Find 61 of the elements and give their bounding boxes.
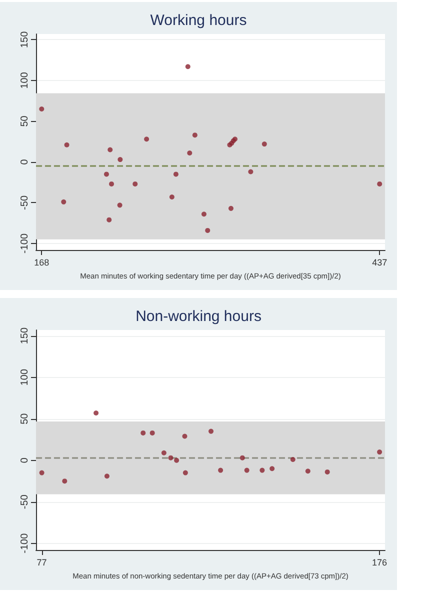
point: [208, 428, 214, 434]
point: [377, 450, 382, 455]
point: [39, 106, 44, 112]
point: [228, 206, 234, 211]
point: [201, 212, 206, 217]
x-tick-label: 77: [36, 558, 47, 568]
point: [62, 478, 68, 484]
point: [377, 181, 382, 186]
chart-title: Non-working hours: [136, 308, 262, 325]
point: [244, 468, 250, 473]
point: [182, 470, 188, 476]
y-tick-label: 0: [20, 457, 30, 464]
point: [118, 157, 123, 162]
point: [144, 136, 150, 142]
point: [169, 194, 174, 200]
point: [174, 458, 180, 463]
point: [61, 199, 66, 204]
point: [132, 181, 138, 186]
point: [262, 142, 267, 147]
y-tick-label: -50: [20, 494, 30, 510]
point: [104, 474, 110, 479]
point: [117, 202, 122, 208]
point: [324, 469, 330, 474]
y-tick-label: 50: [20, 412, 30, 424]
point: [150, 430, 155, 436]
point: [104, 172, 109, 177]
point: [39, 470, 44, 476]
point: [192, 132, 198, 138]
point: [187, 150, 192, 156]
y-tick-label: -100: [20, 233, 30, 254]
y-tick-label: 0: [20, 158, 30, 165]
point: [305, 468, 310, 474]
chart-title: Working hours: [150, 12, 247, 29]
x-tick-label: 176: [372, 558, 388, 568]
point: [240, 455, 245, 460]
y-tick-label: 50: [20, 115, 30, 127]
point: [270, 466, 275, 472]
point: [106, 217, 112, 222]
point: [161, 450, 166, 456]
point: [290, 457, 296, 462]
y-tick-label: -50: [20, 195, 30, 210]
point: [109, 181, 114, 186]
x-tick-label: 437: [372, 258, 388, 268]
y-tick-label: 150: [20, 30, 30, 48]
y-tick-label: -100: [20, 532, 30, 554]
point: [64, 142, 70, 148]
point: [260, 468, 265, 473]
point: [205, 228, 210, 233]
x-tick-label: 168: [34, 258, 50, 268]
point: [182, 434, 188, 439]
y-tick-label: 100: [20, 368, 30, 386]
y-tick-label: 150: [20, 327, 30, 344]
point: [173, 172, 178, 177]
y-tick-label: 100: [20, 72, 30, 89]
point: [185, 64, 190, 70]
point: [218, 468, 224, 473]
point: [168, 455, 174, 460]
point: [94, 410, 99, 416]
point: [248, 169, 254, 174]
point: [140, 430, 146, 436]
point: [108, 147, 113, 152]
